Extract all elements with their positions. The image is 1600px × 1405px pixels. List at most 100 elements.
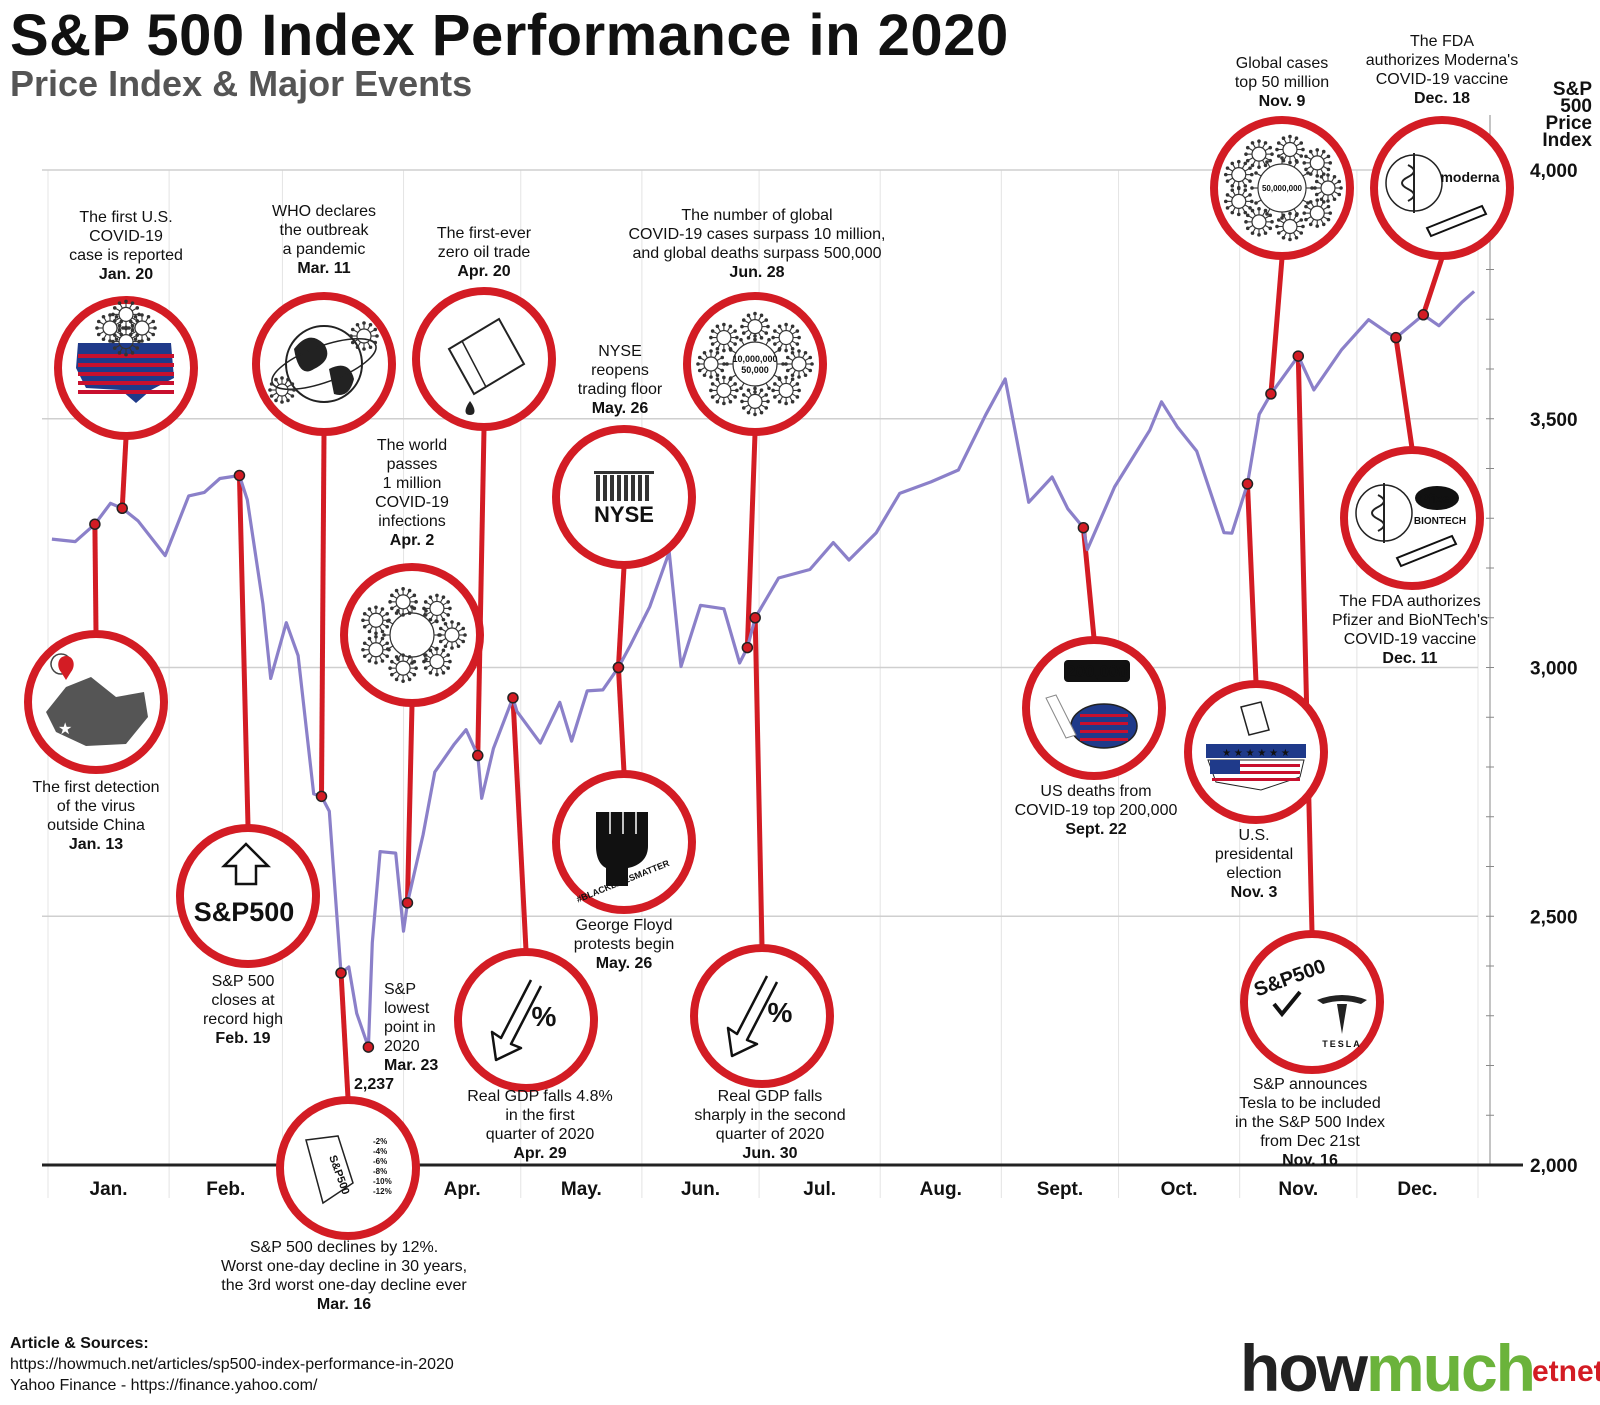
virus-spike-tip xyxy=(785,355,790,360)
virus-spike xyxy=(1252,211,1256,217)
virus-spike xyxy=(1232,180,1236,186)
virus-spike-tip xyxy=(428,595,433,599)
virus-spike xyxy=(99,331,105,335)
event-label: and global deaths surpass 500,000 xyxy=(632,245,881,262)
virus-spike-tip xyxy=(1321,222,1326,227)
virus-spike xyxy=(276,394,280,400)
virus-spike-tip xyxy=(373,327,378,332)
virus-spike-tip xyxy=(1313,186,1317,190)
virus-spike xyxy=(729,393,735,397)
virus-spike xyxy=(1264,215,1270,219)
virus-spike xyxy=(369,655,373,661)
virus-spike xyxy=(717,326,721,332)
virus-spike-tip xyxy=(784,322,788,327)
virus-spike-tip xyxy=(767,337,771,342)
virus-spike-tip xyxy=(423,653,428,657)
price-line xyxy=(51,290,1476,1049)
virus-spike-tip xyxy=(790,347,795,351)
virus-spike-tip xyxy=(286,398,290,403)
virus-spike xyxy=(1244,177,1250,182)
virus-spike-tip xyxy=(407,677,412,682)
virus-spike-tip xyxy=(448,659,452,664)
virus-spike xyxy=(1244,204,1250,208)
virus-spike xyxy=(1248,224,1254,229)
virus-spike-tip xyxy=(410,605,414,609)
virus-spike-tip xyxy=(124,299,128,304)
virus-spike-tip xyxy=(424,657,428,662)
virus-spike xyxy=(1321,177,1325,183)
virus-spike-tip xyxy=(446,653,450,657)
chart-subtitle: Price Index & Major Events xyxy=(10,63,473,104)
virus-spike-tip xyxy=(1332,174,1337,179)
virus-spike xyxy=(1320,218,1324,224)
virus-spike xyxy=(286,384,292,388)
virus-spike xyxy=(704,353,708,359)
pfizer-label: Pfizer xyxy=(1419,491,1454,506)
virus-spike xyxy=(789,343,793,349)
virus-spike-tip xyxy=(728,376,733,380)
virus-spike xyxy=(1264,157,1270,161)
virus-spike-tip xyxy=(1250,141,1255,145)
flag-disc-stripe xyxy=(1080,738,1128,741)
virus-spike xyxy=(1323,206,1328,211)
virus-spike-tip xyxy=(1245,213,1250,218)
virus-spike-tip xyxy=(450,646,454,650)
virus-spike xyxy=(1283,138,1287,144)
virus-spike-tip xyxy=(1243,184,1248,188)
y-tick-label: 4,000 xyxy=(1530,161,1578,182)
virus-spike-tip xyxy=(124,325,128,330)
y-tick-label: 2,500 xyxy=(1530,907,1578,928)
sources-link-article[interactable]: https://howmuch.net/articles/sp500-index… xyxy=(10,1356,454,1373)
event-date: Dec. 11 xyxy=(1382,650,1437,667)
virus-spike-tip xyxy=(385,654,390,659)
virus-spike xyxy=(442,655,448,659)
virus-spike xyxy=(131,317,137,321)
event-label: COVID-19 xyxy=(375,494,449,511)
virus-spike-tip xyxy=(715,347,720,351)
virus-spike-tip xyxy=(441,671,446,675)
virus-spike-tip xyxy=(362,654,367,659)
virus-spike-tip xyxy=(274,398,278,403)
virus-spike xyxy=(381,652,387,657)
virus-spike xyxy=(131,321,137,325)
virus-spike xyxy=(791,340,797,345)
event-label: case is reported xyxy=(69,247,183,264)
virus-spike-tip xyxy=(443,621,448,626)
virus-spike-tip xyxy=(790,399,795,404)
virus-spike-tip xyxy=(95,326,99,330)
virus-spike-tip xyxy=(773,329,777,333)
moderna-label: moderna xyxy=(1440,169,1499,185)
virus-spike-tip xyxy=(101,337,106,342)
virus-spike xyxy=(426,664,432,669)
virus-spike xyxy=(398,611,402,617)
virus-spike-tip xyxy=(396,657,400,662)
virus-spike xyxy=(129,330,133,336)
virus-spike-tip xyxy=(428,648,433,653)
virus-spike-tip xyxy=(269,394,274,398)
event-icon-circle xyxy=(690,944,834,1088)
virus-spike-tip xyxy=(412,672,417,677)
virus-spike-tip xyxy=(784,348,788,353)
event-point xyxy=(233,469,246,482)
virus-spike-tip xyxy=(759,336,764,340)
virus-spike-tip xyxy=(733,342,737,346)
event-point xyxy=(749,612,761,624)
event-9: NYSE NYSE reopens trading floor May. 26 xyxy=(552,343,696,569)
virus-spike xyxy=(748,390,752,396)
event-date: Dec. 18 xyxy=(1414,90,1470,107)
virus-spike-tip xyxy=(441,648,446,653)
virus-spike-tip xyxy=(1328,161,1333,165)
event-connector xyxy=(1295,356,1315,933)
decline-pct-label: -8% xyxy=(373,1167,387,1176)
sources-link-yahoo[interactable]: Yahoo Finance - https://finance.yahoo.co… xyxy=(10,1377,318,1394)
virus-spike xyxy=(1244,194,1250,199)
virus-spike-tip xyxy=(280,376,284,380)
virus-spike-tip xyxy=(1248,193,1252,197)
virus-spike xyxy=(1248,215,1254,219)
virus-spike xyxy=(441,638,447,642)
virus-spike-tip xyxy=(423,600,428,604)
virus-spike-tip xyxy=(781,362,785,366)
nyse-label: NYSE xyxy=(594,502,654,527)
event-3: WHO declares the outbreak a pandemic Mar. 1… xyxy=(252,203,396,436)
virus-spike-tip xyxy=(1268,226,1273,231)
